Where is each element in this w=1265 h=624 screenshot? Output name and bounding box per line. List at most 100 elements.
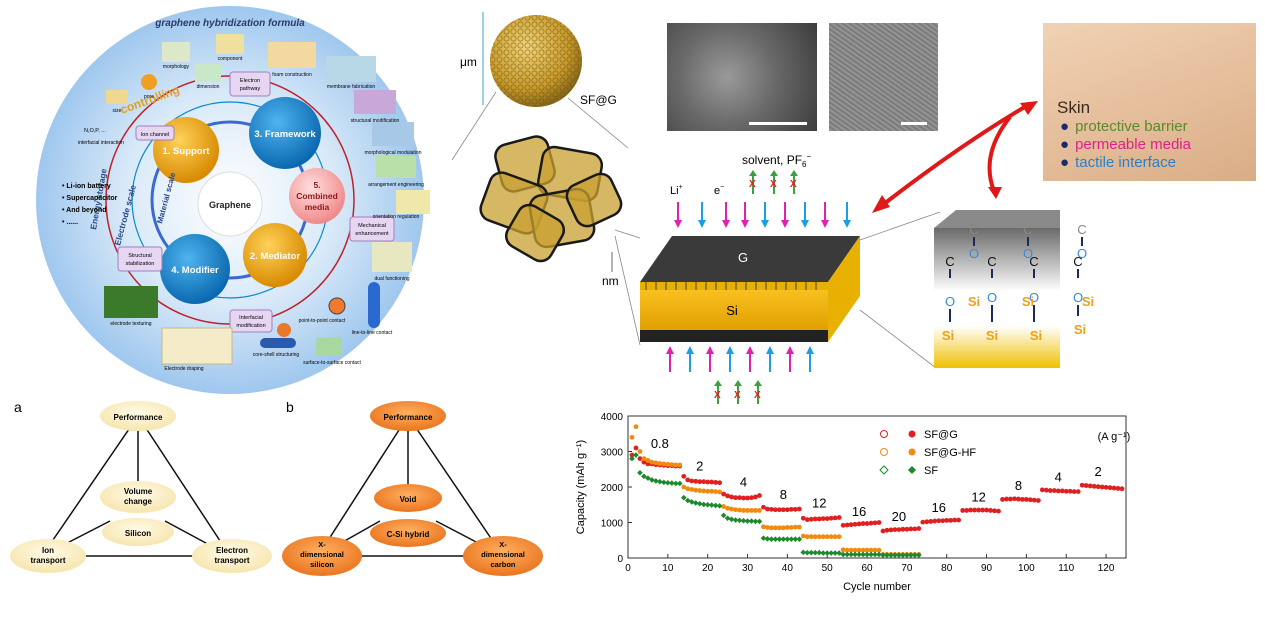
y-axis-label: Capacity (mAh g⁻¹) [575, 440, 587, 534]
data-point [680, 494, 687, 501]
data-point [960, 508, 966, 513]
data-point [812, 549, 819, 556]
electron-pathway-l1: Electron [240, 78, 260, 84]
data-point [768, 536, 775, 542]
data-point [641, 459, 647, 465]
y-axis: 0 1000 2000 3000 4000 [601, 412, 632, 565]
data-point [721, 491, 727, 497]
framework-ball [249, 97, 321, 169]
data-point [824, 516, 830, 521]
data-point [856, 547, 862, 553]
tri-a-mid1-l1: Volume [124, 487, 153, 496]
data-point [701, 479, 707, 485]
data-point [729, 494, 734, 500]
data-point [900, 526, 906, 532]
storage-item-4: • ...... [62, 219, 78, 226]
support-label: 1. Support [163, 146, 211, 157]
data-point [713, 479, 719, 485]
tri-b-left-l2: dimensional [300, 550, 344, 559]
data-point [872, 547, 878, 553]
graphene-center [197, 171, 263, 237]
data-point [637, 470, 643, 476]
membrane-label: membrane fabrication [327, 84, 376, 90]
data-point [685, 486, 691, 492]
units-label: (A g⁻¹) [1098, 431, 1131, 443]
data-point [697, 479, 703, 485]
si-layer-side [828, 236, 860, 342]
structural-box [117, 246, 163, 272]
tri-b-left-l1: X- [318, 540, 326, 549]
data-series [629, 424, 1125, 558]
data-point [792, 506, 798, 512]
data-point [1075, 489, 1081, 495]
sem-scale-bar [749, 122, 807, 125]
zoom-line-3 [614, 229, 641, 239]
tri-b-right-node [463, 536, 543, 576]
x-tick-label: 50 [822, 563, 834, 574]
data-point [749, 508, 754, 513]
data-point [657, 478, 663, 485]
data-point [872, 520, 878, 526]
atom-c: C [1023, 222, 1032, 237]
atom-o: O [987, 290, 997, 305]
triangle-diagrams: a Performance Volume change Silicon Ion … [10, 399, 543, 576]
data-point [688, 499, 695, 505]
atom-c: C [1073, 254, 1082, 269]
li-label: Li+ [670, 184, 683, 197]
data-point [1099, 484, 1105, 490]
rate-annotation: 16 [852, 504, 866, 519]
data-point [661, 479, 667, 486]
arrow-head-2 [1020, 101, 1038, 115]
data-point [1087, 483, 1093, 489]
data-point [712, 502, 719, 509]
tri-b-mid2-label: C-Si hybrid [387, 530, 430, 539]
morph-mod-label: morphological modulation [365, 150, 422, 156]
atom-o: O [1073, 290, 1083, 305]
atom-si: Si [1030, 328, 1042, 343]
data-point [780, 536, 787, 542]
data-point [1107, 485, 1113, 491]
core-shell-label: core-shell structuring [253, 352, 300, 358]
data-point [1071, 489, 1077, 495]
tri-b-right-l2: dimensional [481, 550, 525, 559]
electrode-draping-thumb [161, 327, 233, 365]
data-point [988, 508, 993, 513]
ion-channel-box [135, 125, 175, 141]
um-label: μm [460, 55, 477, 69]
data-point [844, 551, 850, 558]
data-point [784, 536, 791, 542]
atom-c: C [1077, 222, 1086, 237]
mechanical-box [349, 216, 395, 242]
line-contact-label: line-to-line contact [352, 330, 393, 336]
tri-a-top-node [100, 401, 176, 431]
data-point [780, 507, 786, 513]
data-point [1016, 496, 1021, 502]
data-point [812, 516, 818, 522]
zoom-line-4 [614, 235, 641, 346]
atom-si: Si [1082, 294, 1094, 309]
storage-item-2: • Supercapacitor [62, 195, 118, 202]
zoom-line-1 [451, 91, 497, 161]
atom-c: C [945, 254, 954, 269]
data-point [824, 534, 830, 540]
size-label: size [113, 108, 122, 114]
atom-o: O [1029, 290, 1039, 305]
data-point [645, 457, 651, 463]
skin-item-tactile-text: tactile interface [1075, 154, 1176, 171]
data-point [920, 519, 926, 525]
legend-label: SF@G-HF [924, 447, 976, 459]
rate-annotation: 8 [780, 487, 787, 502]
x-mark: X [790, 179, 797, 190]
panel-a-label: a [14, 399, 22, 415]
x-tick-label: 20 [702, 563, 714, 574]
line-contact-thumb [368, 282, 380, 328]
data-point [744, 518, 751, 524]
dimension-thumb [195, 64, 221, 82]
pore-label: pore [144, 94, 154, 100]
data-point [868, 547, 874, 553]
data-point [904, 526, 910, 532]
point-contact-label: point-to-point contact [299, 318, 346, 324]
tri-a-left-node [10, 539, 86, 573]
data-point [952, 517, 958, 523]
component-thumb [216, 34, 244, 54]
